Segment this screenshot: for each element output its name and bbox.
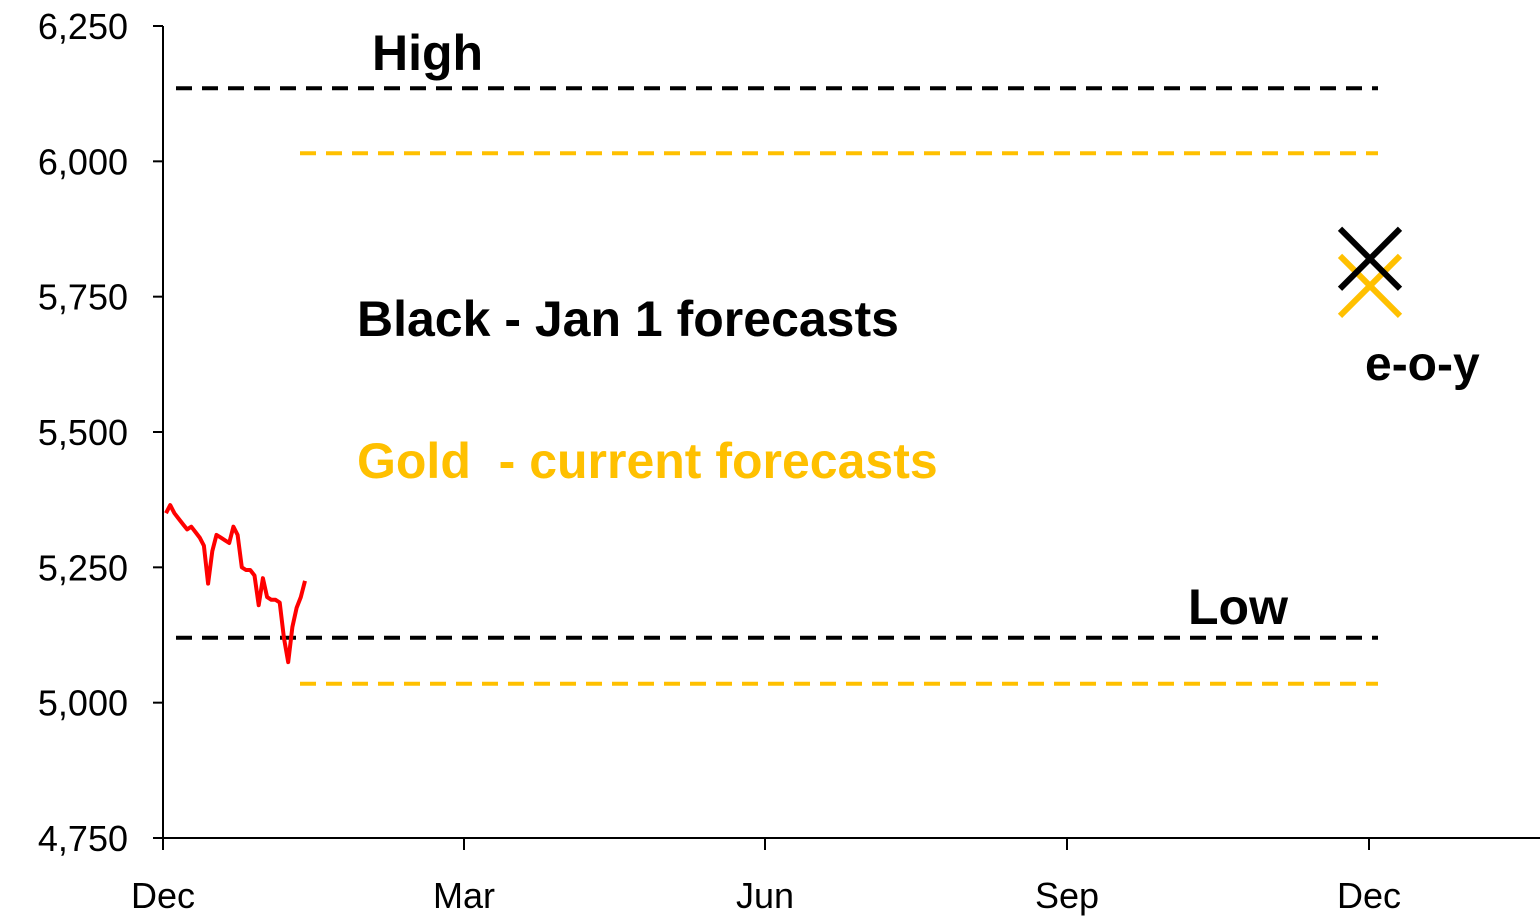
x-tick-label: Sep (1035, 875, 1099, 916)
y-tick-label: 6,000 (38, 141, 128, 182)
x-tick-label: Dec (1337, 875, 1401, 916)
annotation-eoy: e-o-y (1365, 338, 1480, 391)
eoy-markers (1337, 226, 1403, 318)
y-tick-label: 5,000 (38, 683, 128, 724)
price-line (164, 503, 307, 665)
jan1-eoy-marker (1337, 226, 1403, 291)
forecast-lines (176, 86, 1378, 686)
y-tick-label: 5,750 (38, 277, 128, 318)
y-tick-label: 4,750 (38, 818, 128, 859)
x-tick-label: Mar (433, 875, 495, 916)
y-tick-label: 6,250 (38, 6, 128, 47)
x-tick-label: Dec (131, 875, 195, 916)
annotation-high: High (372, 25, 483, 81)
legend-gold: Gold - current forecasts (357, 433, 938, 489)
price-series (164, 503, 307, 665)
legend-black: Black - Jan 1 forecasts (357, 291, 899, 347)
current-eoy-marker (1337, 253, 1403, 318)
annotation-low: Low (1188, 579, 1288, 635)
x-axis-ticks: Dec Mar Jun Sep Dec (131, 838, 1401, 916)
y-tick-label: 5,250 (38, 547, 128, 588)
y-axis-ticks: 4,750 5,000 5,250 5,500 5,750 6,000 6,250 (38, 6, 163, 859)
axes (162, 26, 1540, 839)
x-tick-label: Jun (736, 875, 794, 916)
y-tick-label: 5,500 (38, 412, 128, 453)
